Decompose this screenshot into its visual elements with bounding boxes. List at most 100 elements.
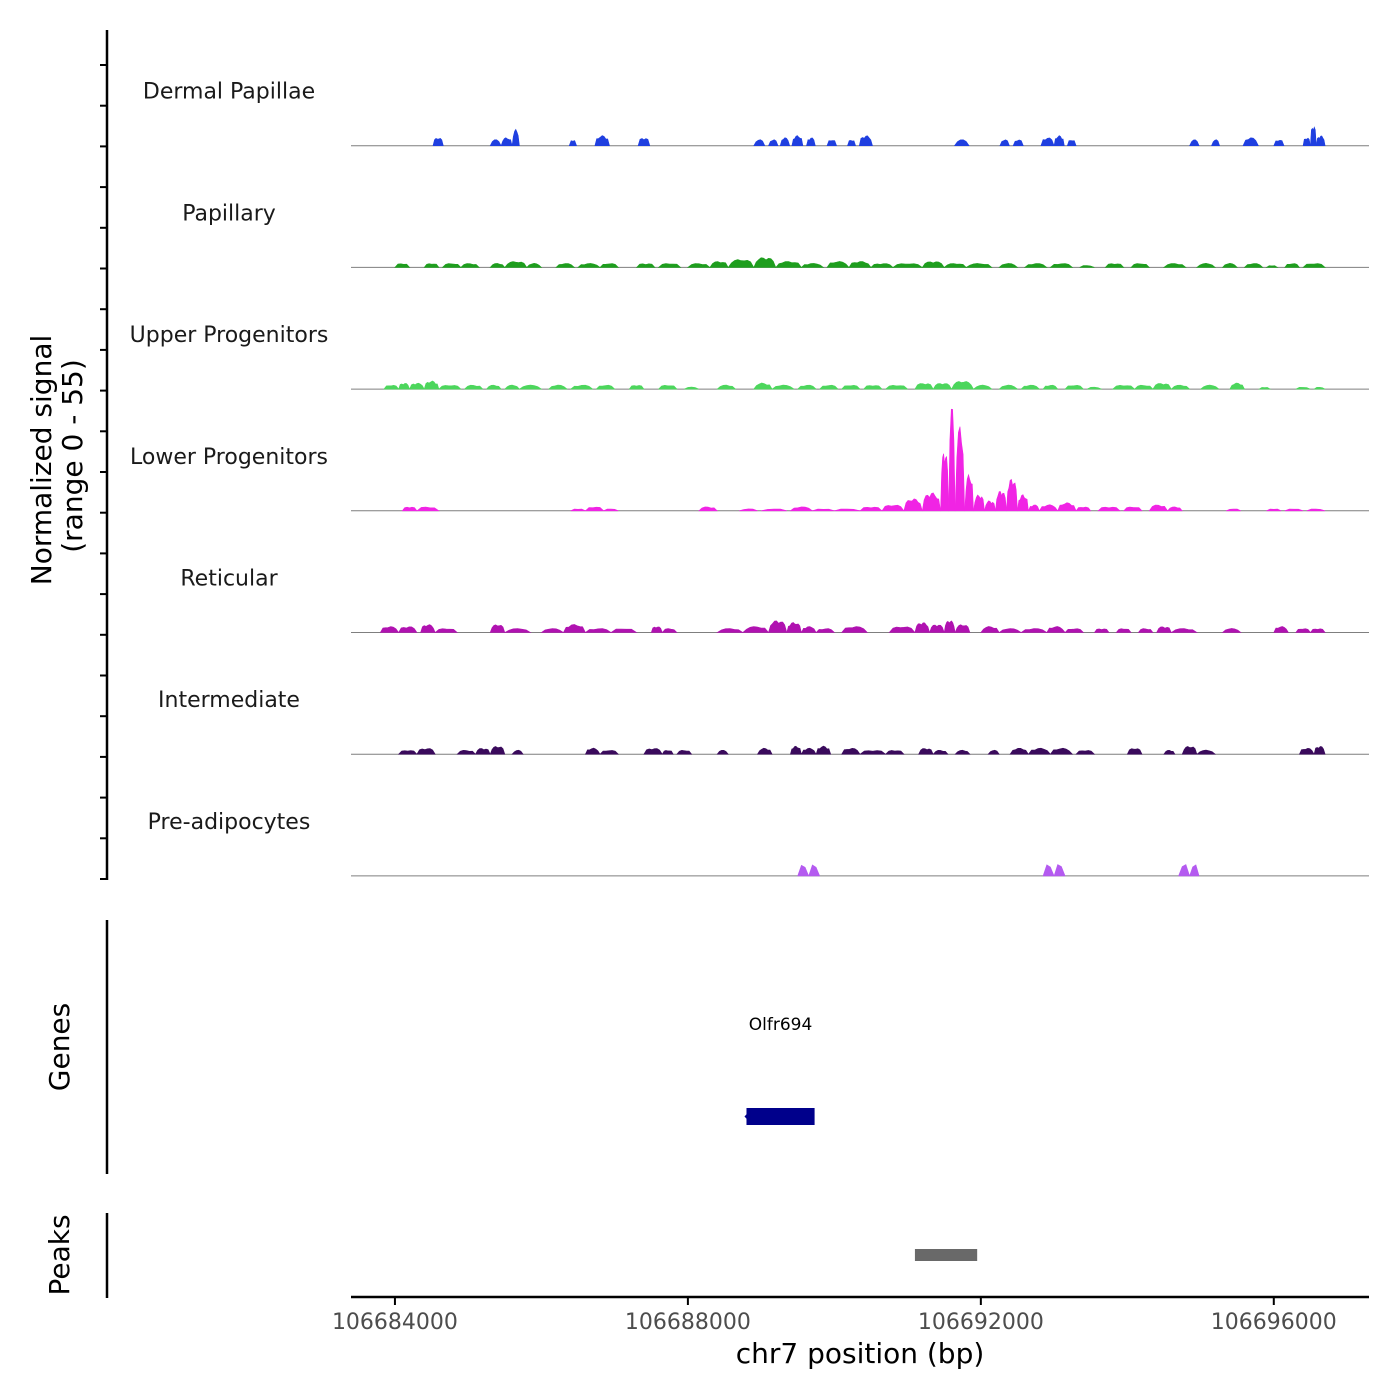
signal-peak [884,384,909,390]
peak-region [914,1249,978,1261]
signal-peak [987,749,1000,755]
gene-body [746,1108,815,1125]
signal-peak [818,384,839,390]
signal-peak [768,139,779,146]
signal-peak [808,864,821,877]
signal-peak [599,750,620,755]
y-axis-title-line2: (range 0 - 55) [56,359,89,553]
signal-peak [599,263,620,268]
signal-peak [1042,384,1059,390]
signal-peak [1152,383,1172,390]
signal-peak [650,626,663,633]
signal-peak [460,263,480,268]
signal-peak [790,745,802,755]
signal-peak [768,620,788,633]
signal-peak [775,261,802,268]
signal-peak [848,261,872,268]
signal-peak [1310,126,1317,146]
signal-peak [998,628,1023,633]
signal-peak [972,384,993,390]
signal-peak [1130,263,1151,268]
signal-peak [863,385,883,390]
signal-peak [1163,749,1176,755]
signal-peak [859,750,887,755]
signal-peak [547,384,568,390]
signal-peak [526,262,543,268]
signal-peak [954,426,966,512]
signal-peak [698,506,718,512]
signal-peak [423,380,440,390]
signal-peak [1104,263,1125,268]
signal-peak [1166,506,1183,512]
signal-peak [511,749,524,755]
signal-peak [1313,746,1326,755]
signal-peak [1020,628,1048,633]
signal-peak [474,748,491,755]
signal-peak [489,139,502,146]
signal-peak [1017,494,1029,512]
signal-peak [914,383,934,390]
signal-peak [932,383,953,390]
signal-peak [504,261,528,268]
x-axis-title: chr7 position (bp) [736,1337,985,1370]
signal-peak [815,628,836,633]
x-tick-label: 106692000 [918,1310,1044,1335]
signal-peak [1196,262,1217,268]
signal-peak [779,137,791,146]
signal-peak [1170,384,1191,390]
peaks-panel: Peaks [43,1213,978,1298]
signal-peak [847,140,857,146]
signal-peak [1265,265,1279,268]
signal-peak [500,137,513,146]
signal-peak [1122,506,1143,512]
signal-peak [1053,135,1065,146]
signal-peak [1046,626,1066,633]
signal-peak [584,506,605,512]
track-label: Pre-adipocytes [148,810,311,835]
signal-peak [577,263,601,268]
signal-peak [397,750,418,755]
signal-peak [503,628,532,633]
signal-peak [489,624,506,633]
signal-peak [800,747,817,755]
track-label: Intermediate [158,688,300,713]
signal-peak [929,624,945,633]
signal-peak [995,491,1007,512]
signal-peak [841,626,869,633]
signal-peak [584,628,612,633]
signal-peak [1079,265,1095,268]
signal-peak [884,750,905,755]
signal-peak [1162,263,1187,268]
signal-peak [1020,384,1041,390]
signal-peak [456,749,477,755]
signal-peak [1027,504,1040,512]
track-dermal-papillae: Dermal Papillae [143,80,1369,147]
signal-peak [661,628,678,633]
signal-peak [423,263,440,268]
signal-peak [595,384,616,390]
track-pre-adipocytes: Pre-adipocytes [148,810,1369,877]
signal-peak [1295,628,1312,633]
coverage-tracks: Dermal Papillae Papillary Upper Progenitor… [130,80,1369,877]
signal-peak [1075,506,1092,512]
x-tick-label: 106684000 [332,1310,458,1335]
signal-peak [973,494,985,512]
signal-peak [1027,747,1052,755]
signal-peak [420,624,436,633]
signal-peak [998,263,1019,268]
signal-peak [1023,263,1048,268]
signal-peak [998,384,1019,390]
signal-peak [1115,628,1132,633]
signal-peak [379,626,400,633]
x-tick-label: 106696000 [1211,1310,1337,1335]
signal-peak [826,261,850,268]
signal-peak [584,747,601,755]
signal-peak [398,626,418,633]
signal-peak [921,261,945,268]
signal-peak [416,748,436,755]
signal-peak [394,263,411,268]
signal-peak [932,749,949,755]
signal-peak [888,626,916,633]
signal-peak [594,135,610,146]
signal-peak [1086,386,1102,390]
